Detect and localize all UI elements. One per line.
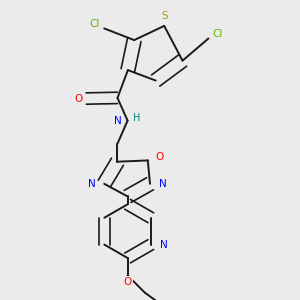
Text: O: O <box>74 94 82 103</box>
Text: O: O <box>156 152 164 162</box>
Text: N: N <box>159 179 167 189</box>
Text: O: O <box>124 277 132 287</box>
Text: H: H <box>134 113 141 123</box>
Text: S: S <box>161 11 167 21</box>
Text: Cl: Cl <box>212 29 223 39</box>
Text: N: N <box>160 240 167 250</box>
Text: Cl: Cl <box>89 19 100 29</box>
Text: N: N <box>114 116 121 126</box>
Text: N: N <box>88 179 95 189</box>
